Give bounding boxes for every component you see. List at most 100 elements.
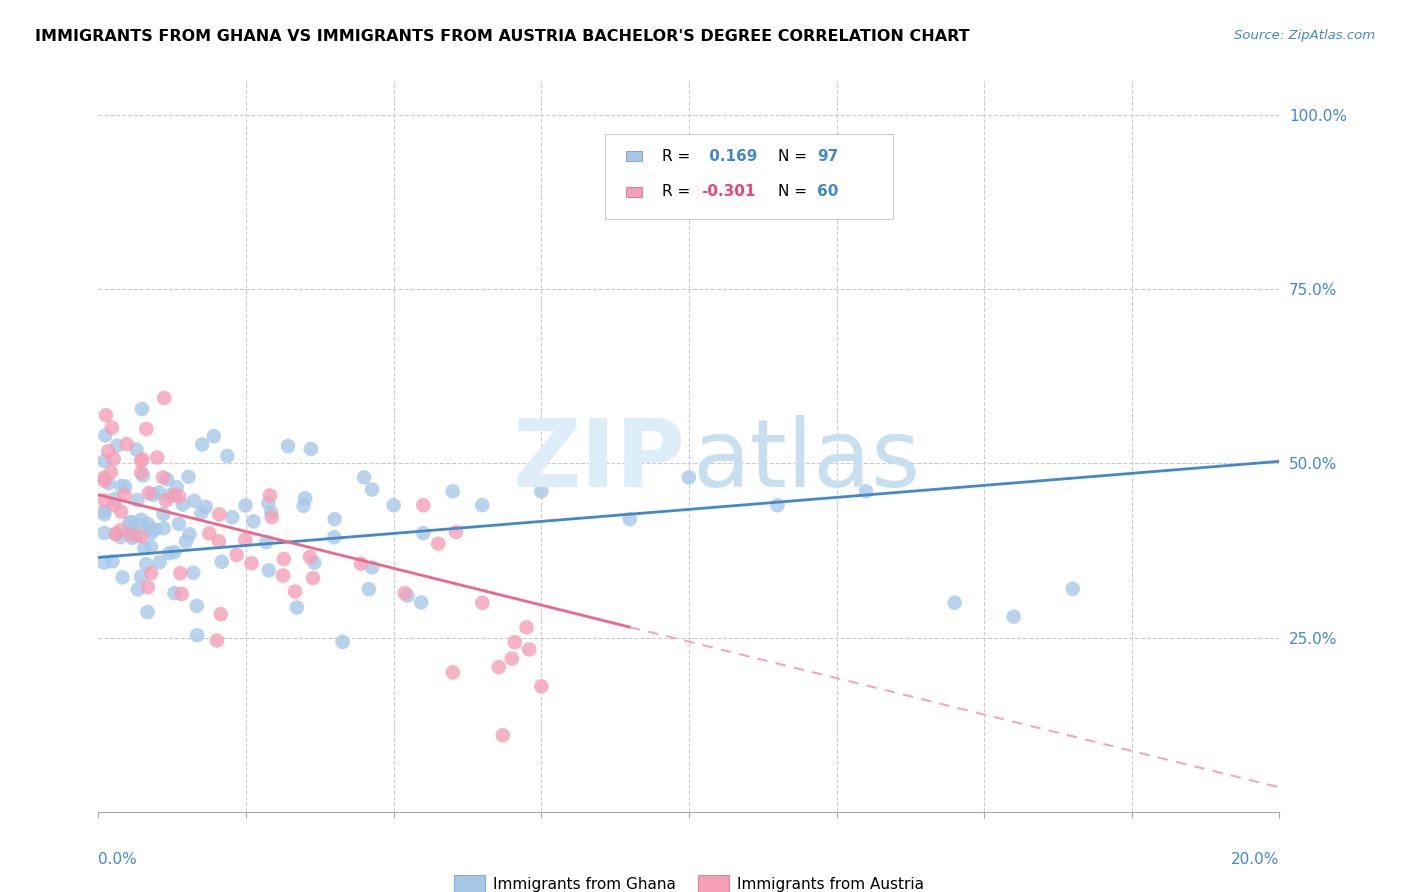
- Point: [136, 580, 159, 594]
- Point: [139, 522, 162, 536]
- Point: [471, 498, 494, 512]
- Point: [766, 498, 789, 512]
- Point: [93, 454, 115, 468]
- Point: [135, 422, 157, 436]
- Text: 60: 60: [817, 185, 838, 199]
- Point: [166, 480, 188, 494]
- Point: [277, 439, 299, 453]
- Point: [97, 476, 120, 491]
- Point: [515, 620, 537, 634]
- Point: [104, 526, 127, 541]
- Point: [129, 454, 152, 468]
- Point: [441, 665, 464, 680]
- Point: [242, 515, 264, 529]
- Point: [441, 484, 464, 499]
- Point: [110, 479, 132, 493]
- Point: [93, 556, 115, 570]
- Point: [101, 554, 124, 568]
- Point: [382, 498, 405, 512]
- Point: [271, 568, 294, 582]
- Point: [143, 523, 166, 537]
- Point: [111, 570, 134, 584]
- Text: ZIP: ZIP: [513, 415, 685, 507]
- Point: [125, 442, 148, 457]
- Point: [323, 530, 346, 544]
- Point: [114, 488, 136, 502]
- Point: [211, 555, 233, 569]
- Point: [233, 533, 256, 547]
- Point: [136, 516, 159, 531]
- Text: 97: 97: [817, 149, 838, 163]
- Point: [353, 470, 375, 484]
- Point: [108, 523, 131, 537]
- Point: [357, 582, 380, 596]
- Point: [149, 555, 172, 569]
- Point: [186, 599, 208, 613]
- Point: [225, 548, 247, 562]
- Point: [240, 556, 263, 570]
- Point: [121, 531, 143, 545]
- Point: [110, 530, 132, 544]
- Point: [139, 566, 162, 580]
- Point: [273, 552, 295, 566]
- Point: [93, 504, 115, 518]
- Point: [302, 571, 325, 585]
- Point: [202, 429, 225, 443]
- Point: [191, 437, 214, 451]
- Point: [155, 493, 177, 508]
- Point: [94, 408, 117, 422]
- Point: [259, 488, 281, 502]
- Point: [131, 452, 153, 467]
- Point: [855, 484, 877, 499]
- Point: [152, 470, 174, 484]
- Point: [118, 516, 141, 530]
- Point: [129, 529, 152, 543]
- Point: [299, 442, 322, 456]
- Point: [179, 527, 201, 541]
- Point: [131, 401, 153, 416]
- Point: [153, 391, 176, 405]
- Point: [114, 479, 136, 493]
- Point: [361, 483, 384, 497]
- Point: [110, 505, 132, 519]
- Point: [170, 587, 193, 601]
- Point: [156, 472, 179, 486]
- Point: [217, 449, 239, 463]
- Point: [183, 494, 205, 508]
- Point: [177, 469, 200, 483]
- Point: [101, 420, 124, 434]
- Point: [235, 499, 257, 513]
- Point: [208, 508, 231, 522]
- Point: [125, 529, 148, 543]
- Point: [411, 595, 433, 609]
- Point: [139, 526, 162, 541]
- Text: N =: N =: [778, 149, 811, 163]
- Point: [678, 470, 700, 484]
- Text: IMMIGRANTS FROM GHANA VS IMMIGRANTS FROM AUSTRIA BACHELOR'S DEGREE CORRELATION C: IMMIGRANTS FROM GHANA VS IMMIGRANTS FROM…: [35, 29, 970, 44]
- Point: [1002, 609, 1025, 624]
- Point: [129, 570, 152, 584]
- Point: [163, 488, 186, 502]
- Point: [134, 541, 156, 555]
- Legend: Immigrants from Ghana, Immigrants from Austria: Immigrants from Ghana, Immigrants from A…: [449, 870, 929, 892]
- Point: [93, 507, 115, 521]
- Point: [294, 491, 316, 506]
- Point: [190, 506, 212, 520]
- Point: [260, 510, 283, 524]
- Point: [298, 549, 321, 564]
- Text: R =: R =: [662, 185, 696, 199]
- Point: [1062, 582, 1084, 596]
- Point: [332, 635, 354, 649]
- Point: [284, 584, 307, 599]
- Point: [254, 535, 277, 549]
- Point: [174, 534, 197, 549]
- Point: [488, 660, 510, 674]
- Point: [208, 534, 231, 549]
- Point: [412, 498, 434, 512]
- Point: [167, 490, 190, 504]
- Point: [128, 518, 150, 533]
- Point: [129, 513, 152, 527]
- Text: 0.0%: 0.0%: [98, 852, 138, 867]
- Point: [152, 521, 174, 535]
- Point: [132, 468, 155, 483]
